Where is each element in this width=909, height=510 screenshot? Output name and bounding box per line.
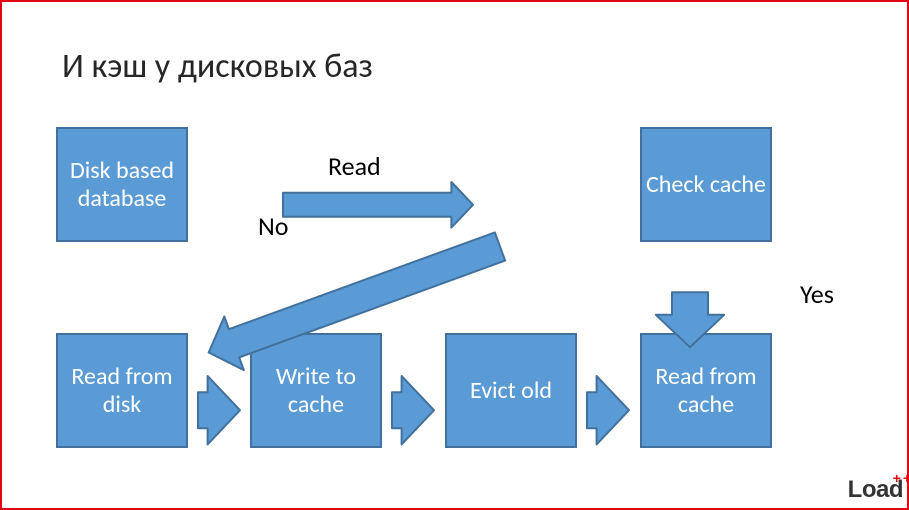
edge-label-yes: Yes (800, 278, 834, 310)
slide-title: И кэш у дисковых баз (62, 46, 373, 87)
logo: Load ++ (848, 476, 903, 504)
node-label: Check cache (646, 171, 766, 199)
node-evict-old: Evict old (445, 333, 577, 448)
node-read-from-disk: Read from disk (56, 333, 188, 448)
edge-label-read: Read (328, 150, 381, 182)
node-label: Read from cache (646, 363, 766, 418)
arrow-e2r (587, 376, 629, 444)
logo-plus-icon: ++ (893, 470, 909, 486)
node-read-from-cache: Read from cache (640, 333, 772, 448)
node-label: Disk based database (62, 157, 182, 212)
node-check-cache: Check cache (640, 127, 772, 242)
arrow-read_right (283, 182, 473, 228)
arrow-r2w (198, 376, 240, 444)
node-label: Read from disk (62, 363, 182, 418)
arrow-yes_down (656, 292, 724, 347)
node-disk-based-database: Disk based database (56, 127, 188, 242)
node-label: Evict old (470, 377, 552, 405)
arrow-w2e (392, 376, 434, 444)
node-label: Write to cache (256, 363, 376, 418)
